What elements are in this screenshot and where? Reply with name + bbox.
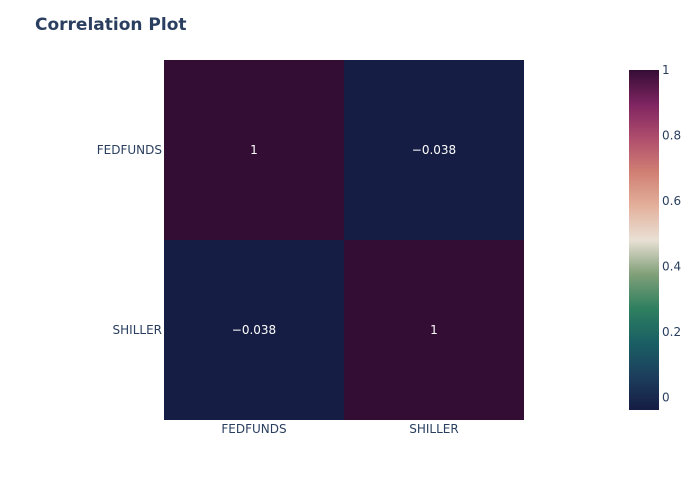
- colorbar-tick-label: 0.8: [662, 129, 681, 143]
- y-tick-label: FEDFUNDS: [97, 143, 162, 157]
- heatmap-cell-value: −0.038: [412, 143, 456, 157]
- x-tick-label: SHILLER: [409, 422, 458, 436]
- colorbar-tick-label: 0.4: [662, 260, 681, 274]
- heatmap-cell-shiller-shiller: [344, 240, 524, 420]
- y-axis-ticks: FEDFUNDS SHILLER: [97, 143, 162, 337]
- colorbar-tick-label: 0.2: [662, 325, 681, 339]
- chart-title: Correlation Plot: [35, 15, 187, 35]
- x-axis-ticks: FEDFUNDS SHILLER: [221, 422, 458, 436]
- heatmap-cell-labels: 1 −0.038 −0.038 1: [232, 143, 456, 337]
- heatmap-cell-shiller-fedfunds: [164, 240, 344, 420]
- heatmap-cell-value: 1: [430, 323, 438, 337]
- heatmap-cell-fedfunds-fedfunds: [164, 60, 344, 240]
- colorbar-tick-label: 0: [662, 391, 670, 405]
- heatmap-cell-value: −0.038: [232, 323, 276, 337]
- heatmap-cells: [164, 60, 524, 420]
- colorbar-tick-label: 0.6: [662, 194, 681, 208]
- heatmap-cell-value: 1: [250, 143, 258, 157]
- heatmap-cell-fedfunds-shiller: [344, 60, 524, 240]
- colorbar-tick-label: 1: [662, 63, 670, 77]
- colorbar-ticks: 0 0.2 0.4 0.6 0.8 1: [662, 63, 681, 405]
- x-tick-label: FEDFUNDS: [221, 422, 286, 436]
- colorbar: [629, 70, 659, 410]
- y-tick-label: SHILLER: [113, 323, 162, 337]
